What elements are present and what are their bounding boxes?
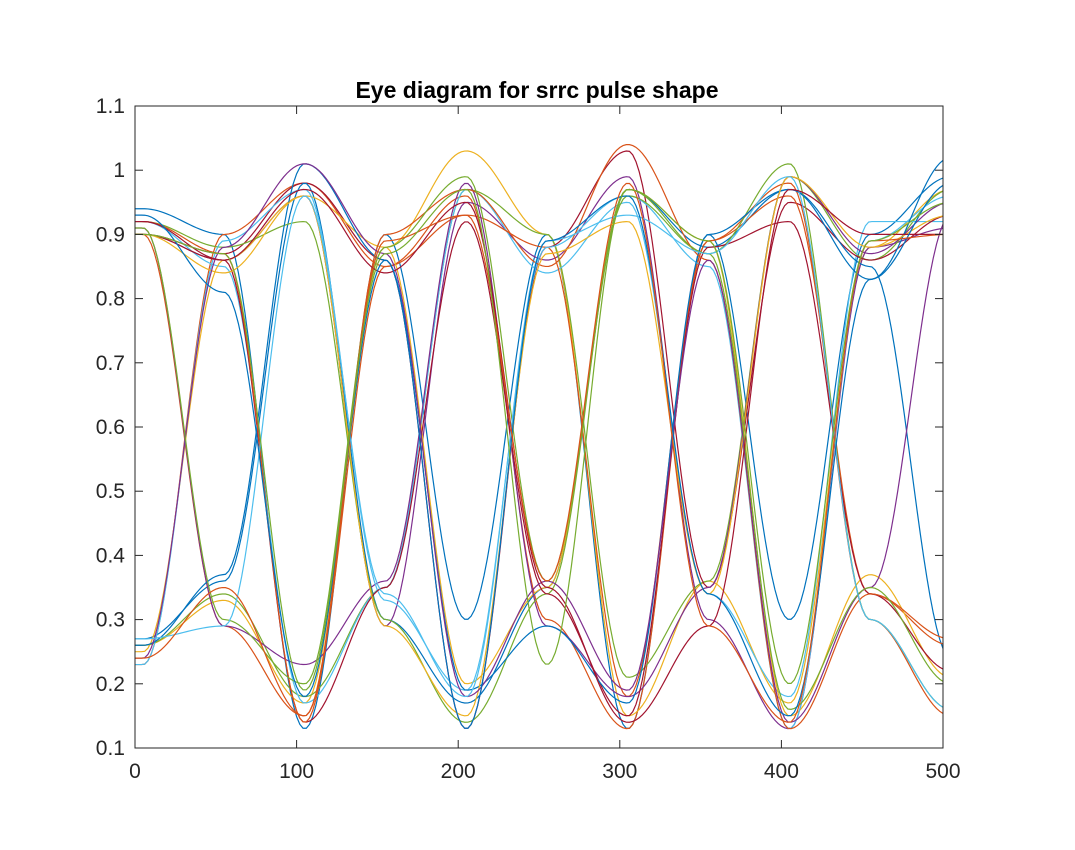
eye-trace-2	[135, 182, 943, 730]
y-tick-label: 0.7	[96, 352, 125, 375]
y-tick-label: 0.9	[96, 223, 125, 246]
x-tick-label: 400	[764, 760, 799, 783]
y-tick-label: 1.1	[96, 95, 125, 118]
eye-trace-3	[135, 150, 943, 717]
eye-trace-6	[135, 188, 943, 704]
eye-trace-11	[135, 176, 943, 698]
eye-trace-24	[135, 188, 943, 691]
y-tick-label: 0.8	[96, 288, 125, 311]
y-tick-label: 0.5	[96, 480, 125, 503]
eye-trace-13	[135, 188, 943, 729]
chart-title: Eye diagram for srrc pulse shape	[355, 77, 718, 103]
eye-trace-15	[135, 159, 943, 704]
x-tick-label: 500	[925, 760, 960, 783]
x-tick-label: 200	[441, 760, 476, 783]
x-tick-label: 100	[279, 760, 314, 783]
y-tick-label: 0.2	[96, 673, 125, 696]
x-tick-label: 0	[129, 760, 141, 783]
y-tick-label: 0.4	[96, 544, 126, 567]
eye-trace-18	[135, 163, 943, 723]
y-tick-label: 0.6	[96, 416, 125, 439]
y-tick-label: 0.3	[96, 609, 125, 632]
axis-ticks: 0 100 200 300 400 500 0.1 0.2 0.3 0.4 0.5 0.6 0.7 0.8…	[96, 95, 961, 783]
eye-trace-21	[135, 188, 943, 723]
x-tick-label: 300	[602, 760, 637, 783]
eye-trace-9	[135, 195, 943, 717]
eye-trace-10	[135, 188, 943, 717]
y-tick-label: 0.1	[96, 737, 125, 760]
eye-trace-12	[135, 163, 943, 723]
eye-trace-17	[135, 176, 943, 717]
y-tick-label: 1	[113, 159, 125, 182]
eye-traces	[135, 144, 943, 730]
eye-trace-23	[135, 182, 943, 723]
